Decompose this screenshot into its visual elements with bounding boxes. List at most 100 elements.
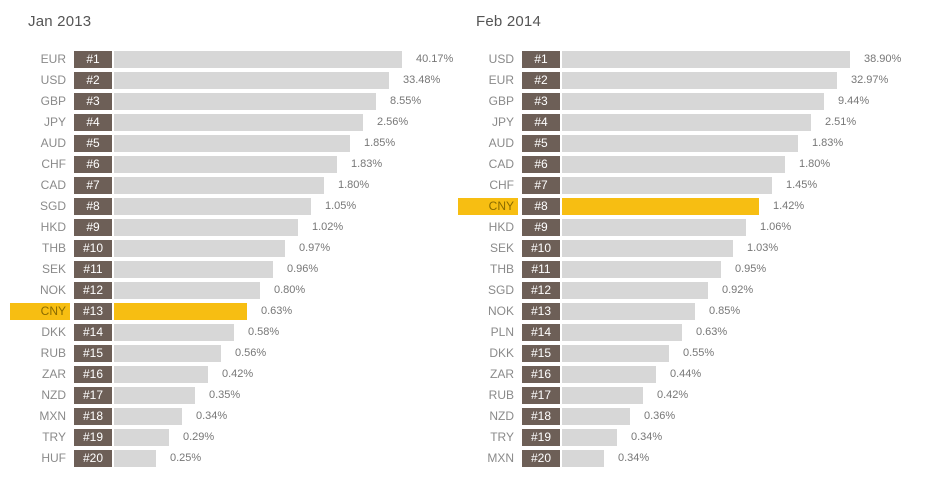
data-label: 0.42%	[657, 389, 689, 401]
currency-code-label: CHF	[41, 157, 66, 171]
currency-code-label: CNY	[458, 198, 518, 215]
rank-badge: #11	[522, 261, 560, 278]
bar-row: CAD #6 1.80%	[458, 154, 898, 175]
bar	[562, 219, 746, 236]
bar	[562, 366, 656, 383]
bar-row: JPY #4 2.51%	[458, 112, 898, 133]
bar	[114, 72, 389, 89]
bar	[114, 261, 273, 278]
bar-row: GBP #3 9.44%	[458, 91, 898, 112]
bar-row: MXN #20 0.34%	[458, 448, 898, 469]
bar	[114, 156, 337, 173]
currency-code-label: GBP	[40, 94, 66, 108]
currency-code-label: CAD	[488, 157, 514, 171]
data-label: 0.29%	[183, 431, 215, 443]
currency-code-label: CHF	[489, 178, 514, 192]
rank-badge: #16	[522, 366, 560, 383]
rank-badge: #7	[522, 177, 560, 194]
currency-code-label: SEK	[41, 262, 66, 276]
rank-badge: #12	[522, 282, 560, 299]
bar	[114, 408, 182, 425]
bar	[114, 324, 234, 341]
bar-row: MXN #18 0.34%	[10, 406, 450, 427]
currency-code-label: ZAR	[42, 367, 66, 381]
rank-badge: #10	[74, 240, 112, 257]
chart-title: Jan 2013	[28, 13, 92, 30]
currency-code-label: TRY	[42, 430, 66, 444]
currency-code-label: MXN	[39, 409, 66, 423]
rank-badge: #16	[74, 366, 112, 383]
currency-code-label: EUR	[40, 52, 66, 66]
bar-row: SEK #10 1.03%	[458, 238, 898, 259]
rank-badge: #11	[74, 261, 112, 278]
bar	[562, 282, 708, 299]
bar	[114, 429, 169, 446]
rank-badge: #6	[522, 156, 560, 173]
bar-row: SGD #12 0.92%	[458, 280, 898, 301]
bar-row: CHF #6 1.83%	[10, 154, 450, 175]
bar	[562, 450, 604, 467]
bar	[562, 240, 733, 257]
bar-row: DKK #15 0.55%	[458, 343, 898, 364]
currency-code-label: MXN	[487, 451, 514, 465]
data-label: 0.36%	[644, 410, 676, 422]
rank-badge: #4	[74, 114, 112, 131]
data-label: 0.96%	[287, 263, 319, 275]
bar-row: TRY #19 0.29%	[10, 427, 450, 448]
currency-code-label: CAD	[40, 178, 66, 192]
rank-badge: #19	[74, 429, 112, 446]
data-label: 1.85%	[364, 137, 396, 149]
rank-badge: #6	[74, 156, 112, 173]
bar	[562, 324, 682, 341]
rank-badge: #12	[74, 282, 112, 299]
bar-row: RUB #15 0.56%	[10, 343, 450, 364]
data-label: 0.34%	[631, 431, 663, 443]
data-label: 1.83%	[351, 158, 383, 170]
bar	[114, 51, 402, 68]
currency-code-label: HKD	[488, 220, 514, 234]
rank-badge: #9	[522, 219, 560, 236]
data-label: 2.56%	[377, 116, 409, 128]
currency-code-label: DKK	[41, 325, 66, 339]
rank-badge: #18	[522, 408, 560, 425]
currency-code-label: NZD	[489, 409, 514, 423]
rank-badge: #1	[522, 51, 560, 68]
currency-code-label: JPY	[491, 115, 514, 129]
currency-code-label: JPY	[43, 115, 66, 129]
currency-code-label: RUB	[488, 388, 514, 402]
currency-code-label: THB	[490, 262, 514, 276]
bar-row: CNY #13 0.63%	[10, 301, 450, 322]
data-label: 1.45%	[786, 179, 818, 191]
data-label: 0.95%	[735, 263, 767, 275]
data-label: 1.06%	[760, 221, 792, 233]
rank-badge: #13	[74, 303, 112, 320]
bar	[562, 387, 643, 404]
chart-panel-jan-2013: Jan 2013 EUR #1 40.17% USD #2 33.48% GBP #3 8.55…	[10, 0, 453, 496]
bar	[114, 240, 285, 257]
rank-badge: #5	[74, 135, 112, 152]
bar	[562, 177, 772, 194]
data-label: 0.44%	[670, 368, 702, 380]
currency-code-label: SEK	[489, 241, 514, 255]
bar-row: CAD #7 1.80%	[10, 175, 450, 196]
data-label: 0.56%	[235, 347, 267, 359]
currency-code-label: TRY	[490, 430, 514, 444]
bar-row: HKD #9 1.02%	[10, 217, 450, 238]
data-label: 32.97%	[851, 74, 889, 86]
currency-code-label: THB	[42, 241, 66, 255]
chart-panel-feb-2014: Feb 2014 USD #1 38.90% EUR #2 32.97% GBP #3 9.44…	[458, 0, 901, 496]
rank-badge: #9	[74, 219, 112, 236]
rank-badge: #20	[74, 450, 112, 467]
data-label: 0.97%	[299, 242, 331, 254]
bar-row: TRY #19 0.34%	[458, 427, 898, 448]
currency-code-label: USD	[40, 73, 66, 87]
bar	[562, 261, 721, 278]
bar-row: NOK #13 0.85%	[458, 301, 898, 322]
rank-badge: #15	[74, 345, 112, 362]
bar-row: EUR #2 32.97%	[458, 70, 898, 91]
bar-row: NOK #12 0.80%	[10, 280, 450, 301]
bar	[114, 93, 376, 110]
currency-code-label: EUR	[488, 73, 514, 87]
data-label: 1.42%	[773, 200, 805, 212]
rank-badge: #8	[74, 198, 112, 215]
